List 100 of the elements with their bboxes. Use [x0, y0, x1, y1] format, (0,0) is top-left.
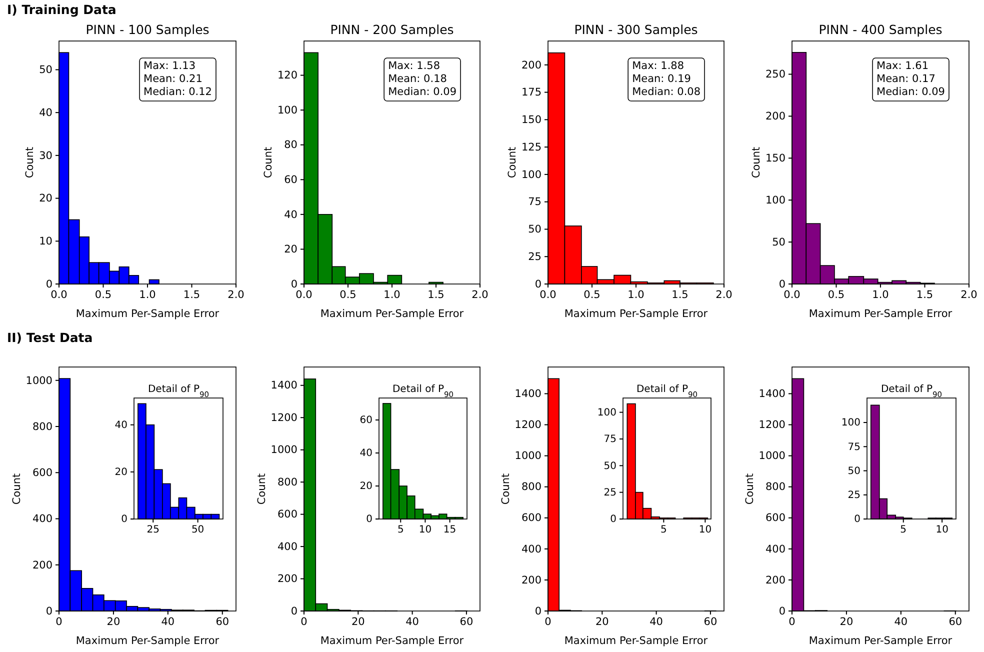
y-tick-label: 120: [277, 70, 298, 82]
y-tick-label: 200: [521, 59, 542, 72]
y-tick-label: 200: [765, 110, 786, 123]
x-tick-label: 5: [660, 524, 667, 536]
x-tick-label: 1.5: [916, 288, 934, 301]
x-tick-label: 2.0: [960, 288, 978, 301]
y-tick-label: 1000: [514, 450, 542, 462]
y-tick-label: 25: [604, 488, 616, 499]
y-tick-label: 100: [597, 408, 616, 418]
y-tick-label: 150: [521, 114, 542, 126]
y-tick-label: 25: [848, 490, 860, 502]
y-tick-label: 600: [277, 508, 298, 521]
y-tick-label: 75: [604, 434, 616, 446]
y-tick-label: 100: [765, 194, 786, 206]
y-tick-label: 40: [39, 106, 52, 119]
annotation: Max: 1.13: [144, 60, 196, 72]
y-tick-label: 100: [277, 104, 298, 116]
x-tick-label: 1.5: [183, 288, 200, 301]
y-axis-title: Count: [500, 473, 512, 505]
y-tick-label: 50: [848, 466, 860, 477]
text: I) Training Data: [7, 2, 116, 17]
y-tick-label: 0: [290, 278, 298, 290]
y-tick-label: 40: [360, 448, 372, 460]
y-tick-label: 600: [32, 466, 52, 479]
x-tick-label: 0.5: [340, 288, 356, 301]
y-tick-label: 400: [32, 513, 52, 526]
x-tick-label: 0.5: [94, 288, 112, 301]
x-axis-title: Maximum Per-Sample Error: [808, 308, 953, 320]
x-tick-label: 0.0: [540, 288, 556, 301]
y-tick-label: 1200: [758, 419, 786, 432]
y-tick-label: 800: [277, 476, 298, 488]
y-tick-label: 800: [32, 420, 52, 433]
annotation: Max: 1.88: [632, 60, 684, 72]
x-tick-label: 10: [936, 524, 948, 536]
x-tick-label: 60: [704, 616, 718, 628]
y-tick-label: 800: [765, 481, 786, 494]
y-tick-label: 250: [765, 68, 786, 81]
chart-title: Detail of P$_{90}$: [880, 384, 942, 398]
y-tick-label: 0: [290, 605, 298, 618]
annotation: Median: 0.09: [388, 86, 457, 98]
x-tick-label: 0.5: [828, 288, 845, 301]
y-tick-label: 30: [39, 150, 52, 162]
x-tick-label: 10: [698, 524, 712, 536]
x-tick-label: 1.0: [872, 288, 889, 301]
annotation: Mean: 0.17: [876, 73, 936, 85]
chart-title: Detail of P$_{90}$: [148, 384, 210, 398]
y-axis-title: Count: [10, 473, 23, 505]
y-axis-title: Count: [744, 473, 756, 505]
y-tick-label: 200: [277, 573, 298, 586]
y-tick-label: 60: [360, 415, 372, 426]
x-axis-title: Maximum Per-Sample Error: [320, 635, 464, 647]
annotation: Mean: 0.18: [388, 73, 447, 85]
y-tick-label: 0: [46, 605, 52, 618]
y-tick-label: 200: [32, 559, 52, 572]
chart-title: PINN - 400 Samples: [818, 22, 942, 37]
x-tick-label: 1.5: [672, 288, 688, 301]
y-tick-label: 1200: [514, 419, 542, 432]
y-tick-label: 0: [854, 514, 860, 526]
y-tick-label: 200: [765, 574, 786, 586]
x-tick-label: 0.0: [784, 288, 800, 301]
chart-title: Detail of P$_{90}$: [392, 384, 454, 398]
y-tick-label: 20: [360, 481, 372, 492]
x-tick-label: 2.0: [716, 288, 732, 301]
y-tick-label: 10: [39, 236, 52, 248]
y-tick-label: 20: [114, 467, 128, 478]
x-tick-label: 2.0: [228, 288, 244, 301]
x-tick-label: 40: [650, 616, 663, 628]
x-tick-label: 1.5: [428, 288, 444, 301]
x-tick-label: 25: [146, 524, 160, 536]
x-tick-label: 60: [460, 616, 474, 628]
annotation: Max: 1.58: [388, 60, 440, 72]
x-axis-title: Maximum Per-Sample Error: [808, 635, 953, 647]
y-tick-label: 75: [528, 196, 542, 208]
annotation: Median: 0.12: [144, 86, 212, 98]
y-axis-title: Count: [262, 146, 274, 178]
y-tick-label: 100: [521, 168, 542, 181]
y-tick-label: 100: [841, 418, 860, 429]
y-tick-label: 60: [284, 174, 298, 186]
x-tick-label: 0: [544, 616, 552, 628]
y-tick-label: 40: [114, 420, 128, 432]
y-tick-label: 1000: [26, 374, 52, 387]
y-tick-label: 0: [610, 514, 616, 526]
x-axis-title: Maximum Per-Sample Error: [320, 308, 464, 320]
y-tick-label: 50: [528, 224, 542, 236]
y-tick-label: 75: [848, 442, 860, 453]
x-axis-title: Maximum Per-Sample Error: [564, 308, 708, 320]
y-tick-label: 80: [284, 139, 298, 152]
x-tick-label: 0.0: [50, 288, 68, 301]
y-tick-label: 0: [534, 605, 542, 618]
y-tick-label: 25: [528, 250, 542, 263]
x-axis-title: Maximum Per-Sample Error: [564, 635, 708, 647]
y-tick-label: 0: [778, 278, 786, 290]
x-tick-label: 40: [406, 616, 419, 628]
y-tick-label: 400: [277, 540, 298, 553]
chart-title: PINN - 200 Samples: [330, 22, 454, 37]
x-tick-label: 60: [948, 616, 962, 628]
chart-title: Detail of P$_{90}$: [636, 384, 698, 398]
text: II) Test Data: [7, 330, 93, 345]
x-axis-title: Maximum Per-Sample Error: [76, 308, 220, 320]
x-tick-label: 15: [443, 524, 456, 536]
